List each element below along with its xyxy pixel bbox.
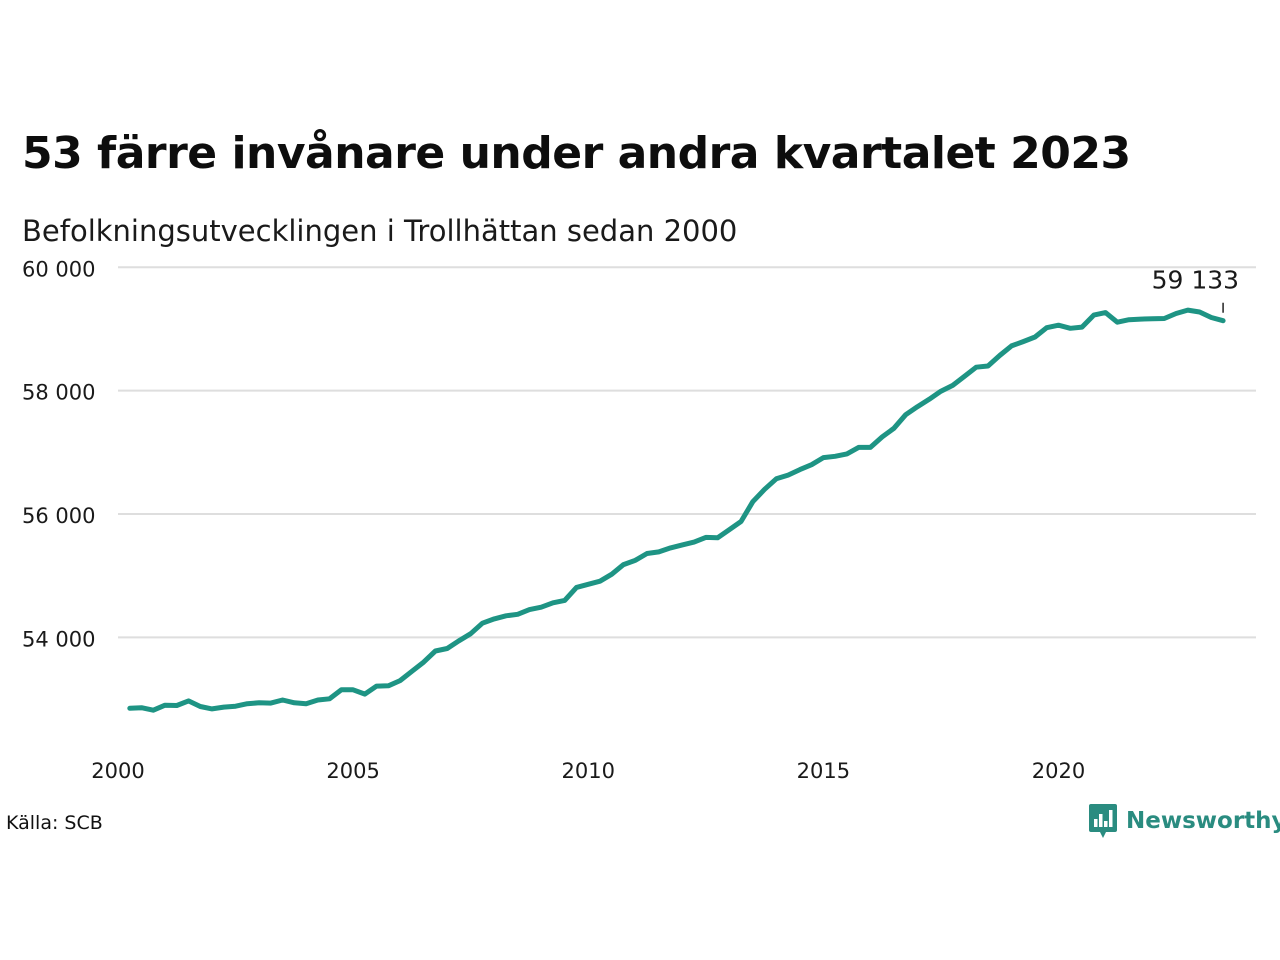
- x-axis-tick-labels: 2000 2005 2010 2015 2020: [91, 759, 1085, 783]
- annotation-label: 59 133: [1152, 266, 1239, 295]
- chart-title: 53 färre invånare under andra kvartalet …: [22, 128, 1131, 179]
- x-tick-label: 2020: [1032, 759, 1085, 783]
- y-axis-tick-labels: 54 000 56 000 58 000 60 000: [22, 257, 95, 651]
- series-line: [127, 307, 1226, 713]
- grid-lines: [118, 266, 1256, 639]
- x-tick-label: 2010: [562, 759, 615, 783]
- y-tick-label: 56 000: [22, 504, 95, 528]
- source-note: Källa: SCB: [6, 812, 103, 834]
- newsworthy-logo-icon: [1089, 804, 1117, 838]
- y-tick-label: 60 000: [22, 257, 95, 281]
- series-group: [127, 307, 1226, 713]
- x-tick-label: 2005: [326, 759, 379, 783]
- annotation-group: 59 133: [1152, 266, 1239, 313]
- y-tick-label: 58 000: [22, 381, 95, 405]
- y-tick-label: 54 000: [22, 627, 95, 651]
- x-tick-label: 2015: [797, 759, 850, 783]
- brand-name: Newsworthy: [1126, 808, 1280, 834]
- x-tick-label: 2000: [91, 759, 144, 783]
- chart-subtitle: Befolkningsutvecklingen i Trollhättan se…: [22, 214, 738, 248]
- brand-logo: Newsworthy: [1088, 802, 1280, 840]
